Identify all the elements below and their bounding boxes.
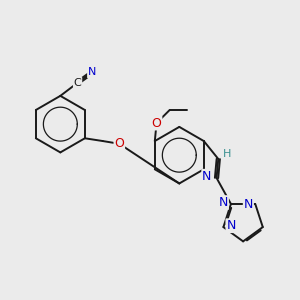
Text: N: N <box>244 198 253 211</box>
Text: N: N <box>219 196 228 209</box>
Text: C: C <box>74 78 82 88</box>
Text: O: O <box>152 117 161 130</box>
Text: N: N <box>88 68 96 77</box>
Text: N: N <box>202 170 212 183</box>
Text: O: O <box>114 137 124 150</box>
Text: N: N <box>226 219 236 232</box>
Text: H: H <box>223 149 231 159</box>
